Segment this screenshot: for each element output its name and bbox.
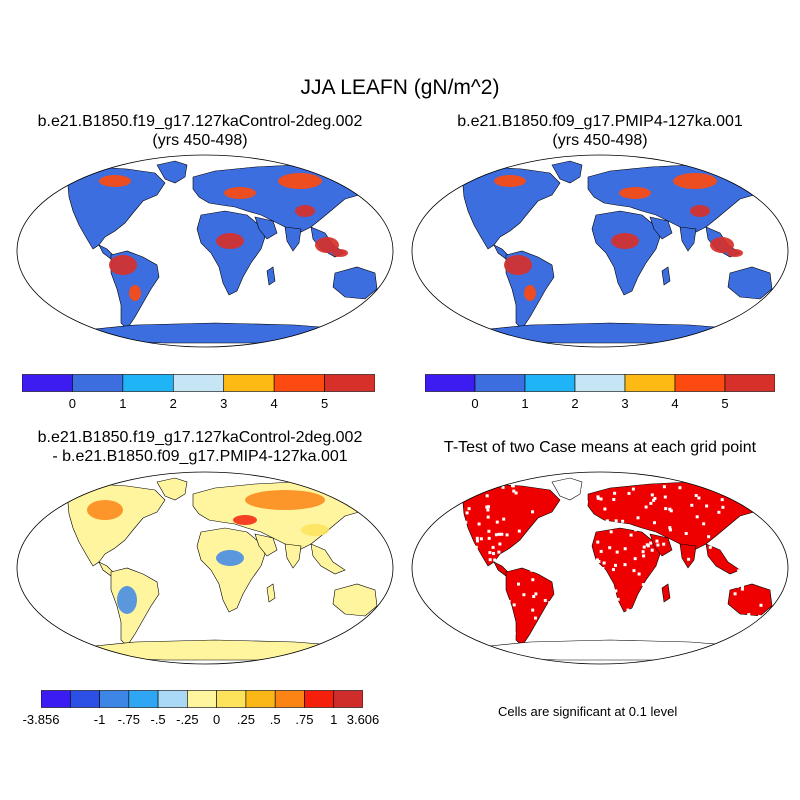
colorbar-swatch: [674, 374, 726, 392]
colorbar-swatch: [245, 690, 276, 708]
colorbar-swatch: [724, 374, 775, 392]
colorbar-swatch: [157, 690, 188, 708]
colorbar-swatch: [574, 374, 626, 392]
top-right-subtitle: (yrs 450-498): [552, 132, 648, 149]
colorbar-tick-label: 5: [320, 396, 329, 411]
colorbar-tick-label: -.75: [117, 712, 141, 727]
colorbar-swatch: [72, 374, 124, 392]
map-control: [16, 154, 394, 348]
colorbar-tick-label: .75: [295, 712, 314, 727]
colorbar-tick-label: 4: [671, 396, 679, 411]
colorbar-tick-label: -.25: [176, 712, 199, 727]
colorbar-tick-label: 3: [220, 396, 228, 411]
colorbar-tick-label: 2: [169, 396, 177, 411]
colorbar-difference: [41, 690, 363, 708]
colorbar-swatch: [41, 690, 71, 708]
bottom-right-title: T-Test of two Case means at each grid po…: [443, 439, 757, 456]
colorbar-swatch: [223, 374, 275, 392]
bottom-left-title: b.e21.B1850.f19_g17.127kaControl-2deg.00…: [37, 429, 363, 446]
colorbar-swatch: [274, 690, 305, 708]
colorbar-control: [22, 374, 375, 392]
colorbar-swatch: [624, 374, 676, 392]
colorbar-swatch: [333, 690, 363, 708]
map-difference: [16, 471, 394, 665]
colorbar-swatch: [187, 690, 217, 708]
colorbar-swatch: [99, 690, 130, 708]
main-title: JJA LEAFN (gN/m^2): [300, 76, 500, 99]
top-right-title: b.e21.B1850.f09_g17.PMIP4-127ka.001: [457, 113, 743, 130]
colorbar-swatch: [128, 690, 159, 708]
colorbar-swatch: [216, 690, 247, 708]
colorbar-tick-label: 0: [68, 396, 77, 411]
colorbar-tick-label: -1: [93, 712, 106, 727]
colorbar-tick-label: .5: [269, 712, 281, 727]
colorbar-pmip4: [425, 374, 775, 392]
colorbar-tick-label: 5: [721, 396, 729, 411]
significance-note: Cells are significant at 0.1 level: [498, 704, 678, 719]
colorbar-tick-label: 1: [119, 396, 127, 411]
bottom-left-subtitle: - b.e21.B1850.f09_g17.PMIP4-127ka.001: [52, 448, 348, 465]
top-left-subtitle: (yrs 450-498): [152, 132, 248, 149]
colorbar-tick-label: -3.856: [22, 712, 60, 727]
top-left-title: b.e21.B1850.f19_g17.127kaControl-2deg.00…: [37, 113, 363, 130]
colorbar-tick-label: 1: [330, 712, 338, 727]
colorbar-tick-label: 4: [270, 396, 278, 411]
colorbar-swatch: [122, 374, 174, 392]
colorbar-swatch: [172, 374, 225, 392]
colorbar-tick-label: 0: [471, 396, 479, 411]
colorbar-swatch: [324, 374, 375, 392]
colorbar-tick-label: 0: [213, 712, 221, 727]
map-pmip4: [411, 154, 789, 348]
colorbar-tick-label: 1: [521, 396, 529, 411]
colorbar-tick-label: -.5: [150, 712, 166, 727]
colorbar-swatch: [474, 374, 526, 392]
colorbar-swatch: [524, 374, 576, 392]
colorbar-tick-label: 3: [621, 396, 629, 411]
colorbar-swatch: [69, 690, 100, 708]
colorbar-tick-label: 2: [571, 396, 579, 411]
colorbar-tick-label: 3.606: [346, 712, 380, 727]
colorbar-swatch: [304, 690, 335, 708]
colorbar-tick-label: .25: [236, 712, 255, 727]
map-ttest: [411, 471, 789, 665]
colorbar-swatch: [22, 374, 73, 392]
colorbar-swatch: [273, 374, 325, 392]
colorbar-swatch: [425, 374, 476, 392]
